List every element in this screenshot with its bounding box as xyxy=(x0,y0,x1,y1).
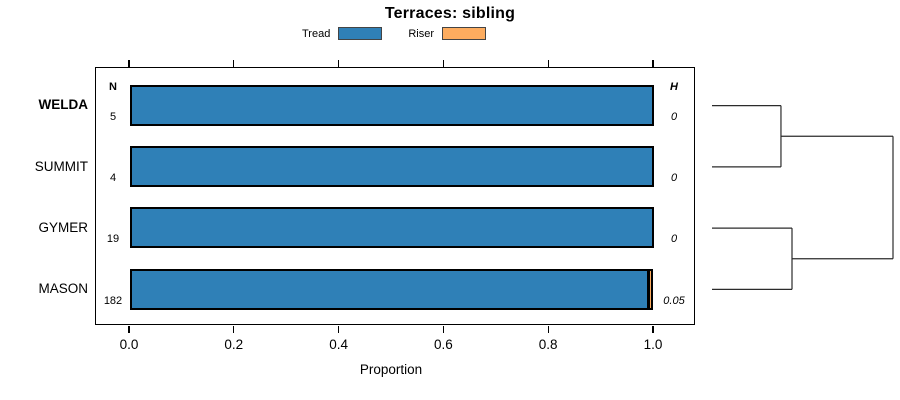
x-tick-bottom xyxy=(128,326,130,333)
bar-welda xyxy=(130,85,654,126)
x-tick-top xyxy=(233,60,235,67)
category-label-summit: SUMMIT xyxy=(34,159,88,174)
bar-segment-riser xyxy=(647,269,653,310)
x-tick-label: 0.8 xyxy=(538,337,558,352)
legend-item-tread: Tread xyxy=(302,27,383,40)
x-tick-label: 1.0 xyxy=(643,337,663,352)
tread-color-swatch xyxy=(338,27,383,40)
n-value: 182 xyxy=(103,295,123,307)
bar-mason xyxy=(130,269,654,310)
n-value: 19 xyxy=(106,233,120,245)
legend-label-riser: Riser xyxy=(408,27,434,40)
bar-segment-tread xyxy=(130,146,654,187)
h-value: 0 xyxy=(670,111,678,123)
x-tick-bottom xyxy=(547,326,549,333)
h-column-header: H xyxy=(670,81,678,93)
category-label-welda: WELDA xyxy=(38,97,89,112)
n-column-header: N xyxy=(109,81,117,93)
x-axis-label: Proportion xyxy=(359,362,423,377)
x-tick-bottom xyxy=(652,326,654,333)
legend: Tread Riser xyxy=(302,27,486,40)
plot-area xyxy=(95,67,695,325)
x-tick-top xyxy=(337,60,340,67)
x-tick-label: 0.4 xyxy=(329,337,348,352)
bar-segment-tread xyxy=(130,269,649,310)
x-tick-label: 0.6 xyxy=(434,337,453,352)
h-value: 0 xyxy=(670,233,678,245)
legend-item-riser: Riser xyxy=(408,27,486,40)
bar-gymer xyxy=(130,207,654,248)
h-value: 0.05 xyxy=(663,295,685,307)
x-tick-bottom xyxy=(442,326,445,333)
n-value: 4 xyxy=(109,172,117,184)
n-value: 5 xyxy=(109,111,117,123)
x-tick-label: 0.0 xyxy=(119,337,139,352)
bar-segment-tread xyxy=(130,207,654,248)
x-tick-bottom xyxy=(233,326,235,333)
chart-title: Terraces: sibling xyxy=(384,5,516,22)
x-tick-top xyxy=(652,60,654,67)
category-label-mason: MASON xyxy=(38,281,88,296)
x-tick-top xyxy=(442,60,445,67)
x-tick-top xyxy=(128,60,130,67)
x-tick-bottom xyxy=(337,326,340,333)
h-value: 0 xyxy=(670,172,678,184)
x-tick-top xyxy=(547,60,549,67)
riser-color-swatch xyxy=(442,27,486,40)
bar-segment-tread xyxy=(130,85,654,126)
category-label-gymer: GYMER xyxy=(38,220,88,235)
x-tick-label: 0.2 xyxy=(224,337,244,352)
legend-label-tread: Tread xyxy=(302,27,331,40)
bar-summit xyxy=(130,146,654,187)
